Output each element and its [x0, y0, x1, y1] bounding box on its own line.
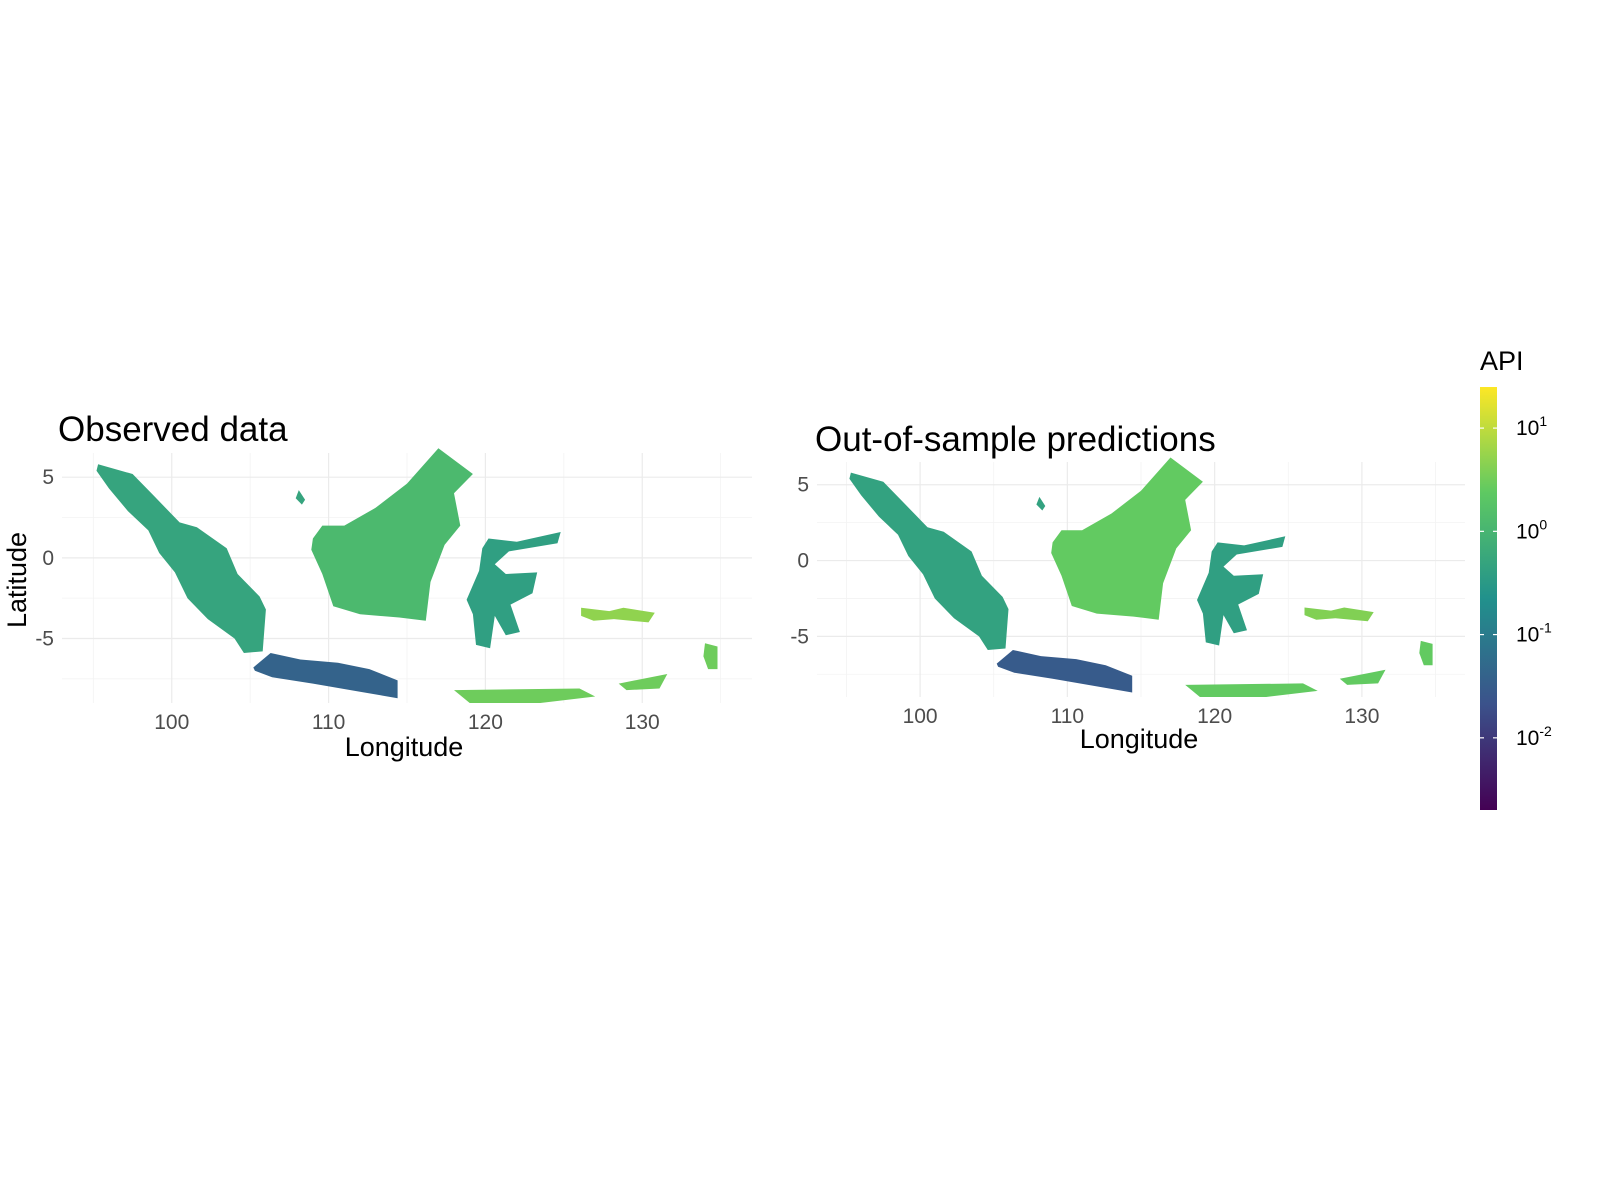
colorbar-tick-label: 10-2: [1516, 723, 1552, 750]
y-tick-label: -5: [35, 627, 54, 650]
region-sumatra: [849, 473, 1008, 650]
x-tick-label: 120: [1197, 705, 1232, 728]
predictions-panel: Out-of-sample predictions 100 110 120 130 5…: [790, 420, 1465, 754]
colorbar: [1480, 387, 1497, 810]
y-tick-labels: 5 0 -5: [790, 474, 809, 649]
x-tick-label: 110: [312, 711, 345, 734]
region-kalimantan: [1051, 458, 1203, 620]
x-tick-label: 120: [468, 711, 503, 734]
region-minor-island: [1185, 683, 1318, 697]
panel-title: Out-of-sample predictions: [815, 420, 1216, 459]
tick-exponent: 0: [1539, 516, 1547, 532]
y-tick-labels: 5 0 -5: [35, 466, 54, 650]
x-tick-label: 130: [625, 711, 660, 734]
y-tick-label: -5: [790, 625, 809, 648]
y-tick-label: 0: [797, 550, 809, 573]
x-tick-labels: 100 110 120 130: [154, 711, 660, 734]
region-kalimantan: [311, 448, 473, 621]
region-minor-island: [619, 674, 668, 690]
y-tick-label: 5: [42, 466, 54, 489]
tick-base: 10: [1516, 520, 1539, 543]
panel-title: Observed data: [58, 410, 288, 449]
region-java: [997, 650, 1132, 693]
y-axis-title: Latitude: [2, 532, 32, 628]
colorbar-tick-label: 10-1: [1516, 620, 1552, 647]
y-tick-label: 5: [797, 474, 809, 497]
x-tick-label: 100: [154, 711, 189, 734]
region-minor-island: [1340, 670, 1386, 685]
tick-exponent: -1: [1539, 620, 1552, 636]
tick-exponent: -2: [1539, 723, 1552, 739]
x-tick-label: 130: [1344, 705, 1379, 728]
x-axis-title: Longitude: [345, 732, 464, 762]
observed-data-panel: Observed data 100 110 120 130 5 0 -5 Longitud…: [2, 410, 752, 762]
x-tick-label: 100: [903, 705, 938, 728]
region-maluku: [581, 608, 655, 623]
region-papua: [703, 643, 717, 669]
region-minor-island: [1036, 497, 1045, 511]
region-sulawesi: [1197, 536, 1285, 645]
tick-base: 10: [1516, 624, 1539, 647]
region-sumatra: [97, 464, 266, 653]
colorbar-tick-label: 101: [1516, 413, 1547, 440]
region-java: [253, 653, 397, 698]
region-minor-island: [454, 689, 595, 704]
y-tick-label: 0: [42, 547, 54, 570]
region-papua: [1419, 641, 1432, 665]
colorbar-tick-label: 100: [1516, 516, 1547, 543]
tick-exponent: 1: [1539, 413, 1547, 429]
tick-base: 10: [1516, 417, 1539, 440]
x-axis-title: Longitude: [1080, 724, 1199, 754]
tick-base: 10: [1516, 727, 1539, 750]
region-maluku: [1305, 608, 1374, 622]
region-minor-island: [296, 490, 305, 505]
legend-title: API: [1480, 346, 1524, 376]
region-sulawesi: [467, 532, 561, 648]
